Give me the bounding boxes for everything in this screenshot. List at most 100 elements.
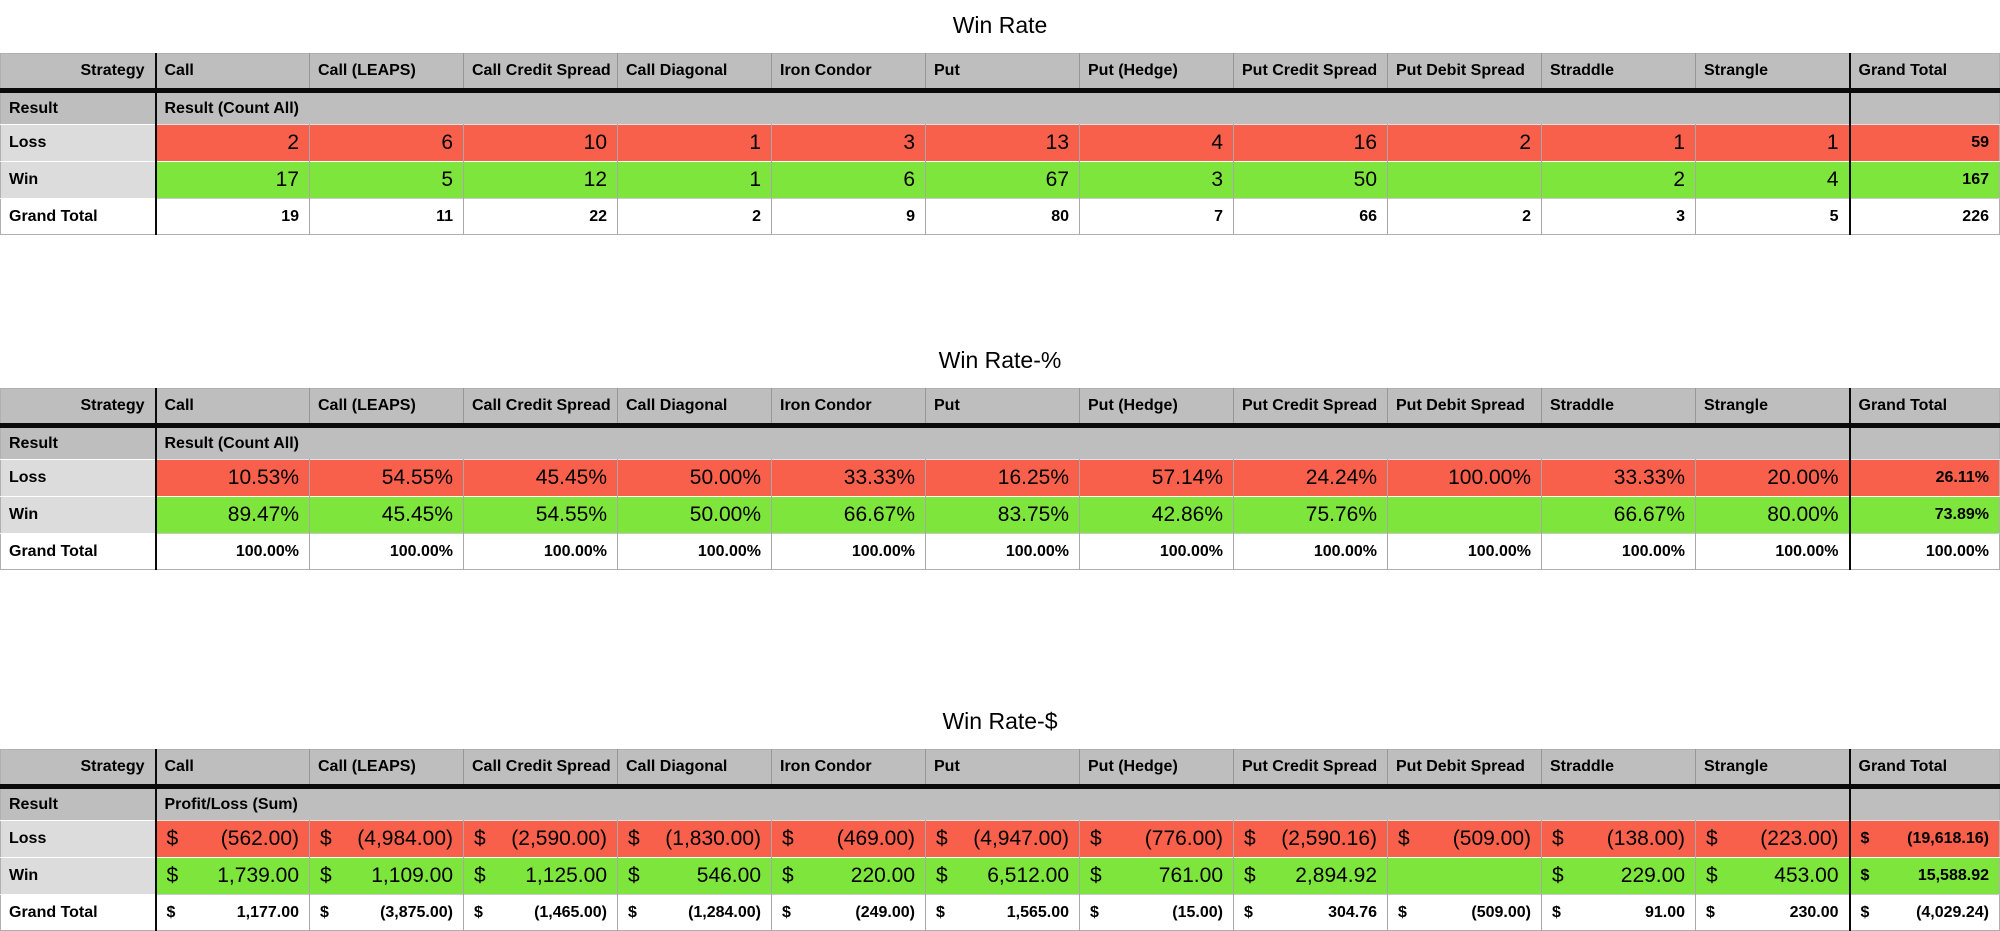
- currency-amount: (223.00): [1760, 827, 1839, 850]
- currency-sign: $: [1398, 827, 1410, 850]
- table-row-loss: Loss $ (562.00) $ (4,984.00) $ (2,590.00) $ (1,8…: [0, 820, 2000, 858]
- currency-amount: (2,590.00): [511, 827, 607, 850]
- header-row: Strategy Call Call (LEAPS) Call Credit Spre…: [0, 53, 2000, 93]
- currency-cell-content: $ (138.00): [1552, 827, 1685, 851]
- data-cell: 66: [1233, 198, 1388, 235]
- data-cell: 2: [155, 124, 310, 162]
- data-cell: 2: [1387, 124, 1542, 162]
- data-cell: 100.00%: [1695, 533, 1850, 570]
- column-header-straddle: Straddle: [1541, 53, 1696, 93]
- data-cell: 2: [617, 198, 772, 235]
- data-cell: 22: [463, 198, 618, 235]
- currency-cell-content: $546.00: [628, 864, 761, 888]
- data-cell: 4: [1695, 161, 1850, 199]
- data-cell: $229.00: [1541, 857, 1696, 895]
- column-header-call-diagonal: Call Diagonal: [617, 53, 772, 93]
- data-cell: $220.00: [771, 857, 926, 895]
- data-cell: 57.14%: [1079, 459, 1234, 497]
- row-label-result: Result: [0, 425, 157, 460]
- currency-amount: (4,029.24): [1916, 903, 1989, 921]
- data-cell: $6,512.00: [925, 857, 1080, 895]
- currency-cell-content: $91.00: [1552, 904, 1685, 922]
- currency-amount: 220.00: [850, 864, 915, 887]
- row-label-grand-total: Grand Total: [0, 894, 157, 931]
- total-cell: $ (4,029.24): [1848, 894, 2000, 931]
- total-cell: $ (19,618.16): [1848, 820, 2000, 858]
- currency-sign: $: [1244, 903, 1253, 921]
- table-header: Strategy Call Call (LEAPS) Call Credit Spre…: [0, 749, 2000, 789]
- currency-amount: (562.00): [220, 827, 299, 850]
- data-cell: 100.00%: [1233, 533, 1388, 570]
- currency-cell-content: $ (19,618.16): [1861, 830, 1990, 848]
- currency-sign: $: [1552, 864, 1564, 887]
- table-header: Strategy Call Call (LEAPS) Call Credit Spre…: [0, 388, 2000, 428]
- data-cell: 7: [1079, 198, 1234, 235]
- corner-header-strategy: Strategy: [0, 53, 157, 93]
- total-cell: 226: [1848, 198, 2000, 235]
- currency-cell-content: $453.00: [1706, 864, 1839, 888]
- currency-cell-content: $ (469.00): [782, 827, 915, 851]
- currency-amount: (509.00): [1452, 827, 1531, 850]
- currency-cell-content: $ (4,984.00): [320, 827, 453, 851]
- currency-cell-content: $1,565.00: [936, 904, 1069, 922]
- data-cell: $1,125.00: [463, 857, 618, 895]
- column-header-put-debit-spread: Put Debit Spread: [1387, 749, 1542, 789]
- currency-amount: 453.00: [1774, 864, 1839, 887]
- column-header-call-diagonal: Call Diagonal: [617, 749, 772, 789]
- currency-amount: 761.00: [1158, 864, 1223, 887]
- data-cell: 75.76%: [1233, 496, 1388, 534]
- currency-amount: (1,465.00): [534, 903, 607, 921]
- column-header-iron-condor: Iron Condor: [771, 53, 926, 93]
- column-header-grand-total: Grand Total: [1848, 749, 2000, 789]
- row-label-loss: Loss: [0, 820, 157, 858]
- currency-cell-content: $ (4,947.00): [936, 827, 1069, 851]
- data-cell: 100.00%: [309, 533, 464, 570]
- data-cell: 1: [1541, 124, 1696, 162]
- currency-sign: $: [936, 864, 948, 887]
- total-cell: $15,588.92: [1848, 857, 2000, 895]
- column-header-put-hedge: Put (Hedge): [1079, 749, 1234, 789]
- column-header-call-leaps: Call (LEAPS): [309, 388, 464, 428]
- currency-amount: (1,830.00): [665, 827, 761, 850]
- data-cell: $453.00: [1695, 857, 1850, 895]
- currency-cell-content: $ (1,465.00): [474, 904, 607, 922]
- table-body: Result Profit/Loss (Sum) Loss $ (562.00) $ (4,…: [0, 786, 2000, 931]
- currency-amount: 1,565.00: [1006, 903, 1069, 921]
- data-cell: 6: [309, 124, 464, 162]
- column-header-put-hedge: Put (Hedge): [1079, 388, 1234, 428]
- currency-sign: $: [628, 903, 637, 921]
- currency-sign: $: [628, 827, 640, 850]
- data-cell: 100.00%: [1079, 533, 1234, 570]
- currency-amount: 304.76: [1328, 903, 1377, 921]
- data-cell: 5: [1695, 198, 1850, 235]
- column-header-put-credit-spread: Put Credit Spread: [1233, 53, 1388, 93]
- table-row-loss: Loss 2 6 10 1 3 13 4 16 2 1 1 59: [0, 124, 2000, 162]
- table-title: Win Rate-$: [942, 708, 1058, 734]
- result-grand-total-cell: [1848, 425, 2000, 460]
- currency-amount: 1,739.00: [217, 864, 299, 887]
- column-header-strangle: Strangle: [1695, 53, 1850, 93]
- data-cell: $304.76: [1233, 894, 1388, 931]
- column-header-call-leaps: Call (LEAPS): [309, 749, 464, 789]
- currency-sign: $: [474, 827, 486, 850]
- data-cell: 12: [463, 161, 618, 199]
- currency-sign: $: [1552, 827, 1564, 850]
- table-row-loss: Loss 10.53% 54.55% 45.45% 50.00% 33.33% 16.25%…: [0, 459, 2000, 497]
- currency-sign: $: [936, 827, 948, 850]
- data-cell: $230.00: [1695, 894, 1850, 931]
- column-header-call-credit-spread: Call Credit Spread: [463, 388, 618, 428]
- data-cell: 2: [1387, 198, 1542, 235]
- data-cell: 4: [1079, 124, 1234, 162]
- header-row: Strategy Call Call (LEAPS) Call Credit Spre…: [0, 749, 2000, 789]
- pivot-table-win-rate: Strategy Call Call (LEAPS) Call Credit Spre…: [0, 388, 2000, 570]
- currency-sign: $: [166, 903, 176, 921]
- currency-cell-content: $ (2,590.16): [1244, 827, 1377, 851]
- data-cell: 33.33%: [1541, 459, 1696, 497]
- row-label-loss: Loss: [0, 459, 157, 497]
- data-cell: $ (138.00): [1541, 820, 1696, 858]
- currency-cell-content: $ (223.00): [1706, 827, 1839, 851]
- currency-amount: 1,109.00: [371, 864, 453, 887]
- table-row-grand-total: Grand Total 100.00% 100.00% 100.00% 100.00% 1…: [0, 533, 2000, 570]
- data-cell: 16: [1233, 124, 1388, 162]
- data-cell: 20.00%: [1695, 459, 1850, 497]
